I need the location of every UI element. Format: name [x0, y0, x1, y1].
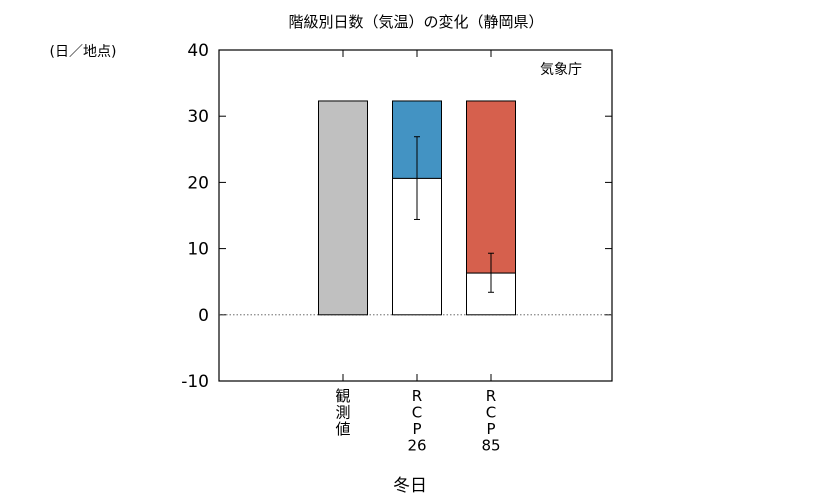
y-axis-label: (日／地点) — [50, 44, 117, 60]
x-tick-label: P — [412, 420, 421, 438]
y-tick-label: -10 — [181, 372, 209, 392]
y-tick-label: 30 — [187, 107, 209, 127]
x-tick-label: C — [486, 404, 496, 422]
x-tick-label: 観 — [335, 387, 350, 405]
x-axis-label: 冬日 — [393, 476, 427, 496]
x-tick-label: C — [412, 404, 422, 422]
y-tick-label: 0 — [198, 306, 209, 326]
y-tick-label: 40 — [187, 41, 209, 61]
y-tick-label: 20 — [187, 173, 209, 193]
x-tick-label: R — [486, 387, 496, 405]
agency-annotation: 気象庁 — [540, 62, 582, 78]
x-tick-label: 26 — [407, 437, 426, 455]
plot-frame — [218, 49, 613, 382]
chart-title: 階級別日数（気温）の変化（静岡県） — [288, 13, 543, 31]
bar-observed — [318, 100, 368, 316]
x-tick-label: 値 — [335, 420, 350, 438]
bar-change — [466, 100, 516, 274]
x-tick-label: P — [486, 420, 495, 438]
x-tick-label: 85 — [481, 437, 500, 455]
x-tick-label: 測 — [335, 404, 350, 422]
x-tick-label: R — [412, 387, 422, 405]
y-tick-label: 10 — [187, 240, 209, 260]
